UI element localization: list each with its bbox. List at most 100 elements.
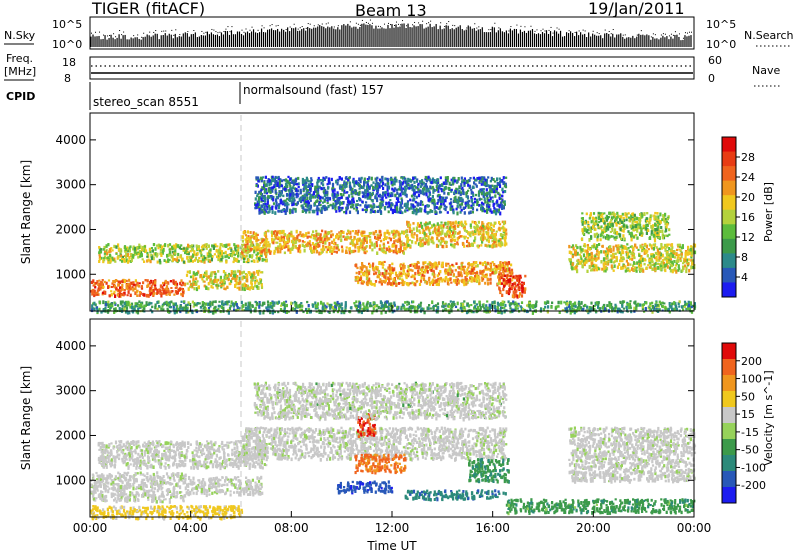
heatmap-cell xyxy=(341,177,343,180)
heatmap-cell xyxy=(268,249,270,252)
heatmap-cell xyxy=(416,196,418,199)
heatmap-cell xyxy=(378,235,380,237)
heatmap-cell xyxy=(395,239,397,242)
heatmap-cell xyxy=(434,229,436,233)
heatmap-cell xyxy=(151,247,153,249)
heatmap-cell xyxy=(284,188,286,191)
heatmap-cell xyxy=(423,182,425,185)
heatmap-cell xyxy=(500,180,502,183)
heatmap-cell xyxy=(452,221,454,224)
heatmap-cell xyxy=(419,243,421,247)
heatmap-cell xyxy=(183,247,185,249)
heatmap-cell xyxy=(401,231,403,234)
heatmap-cell xyxy=(225,288,227,291)
heatmap-cell xyxy=(124,289,126,291)
heatmap-cell xyxy=(409,184,411,187)
heatmap-cell xyxy=(493,178,495,181)
nsearch-dot xyxy=(675,31,676,32)
heatmap-cell xyxy=(320,179,322,182)
heatmap-cell xyxy=(498,204,500,207)
heatmap-cell xyxy=(194,259,196,262)
heatmap-cell xyxy=(302,206,304,210)
heatmap-cell xyxy=(412,199,414,201)
nsearch-dot xyxy=(318,24,319,25)
heatmap-cell xyxy=(621,260,623,262)
heatmap-cell xyxy=(119,250,121,254)
heatmap-cell xyxy=(334,251,336,253)
heatmap-cell xyxy=(305,201,307,204)
heatmap-cell xyxy=(260,247,262,250)
heatmap-cell xyxy=(166,285,168,288)
heatmap-cell xyxy=(295,210,297,212)
heatmap-cell xyxy=(460,191,462,194)
heatmap-cell xyxy=(356,204,358,206)
heatmap-cell xyxy=(505,232,507,235)
heatmap-cell xyxy=(256,195,258,198)
heatmap-cell xyxy=(98,246,100,249)
heatmap-cell xyxy=(477,245,479,247)
heatmap-cell xyxy=(400,282,402,284)
nsearch-dot xyxy=(219,32,220,33)
heatmap-cell xyxy=(415,201,417,203)
heatmap-cell xyxy=(321,251,323,253)
heatmap-cell xyxy=(409,239,411,241)
heatmap-cell xyxy=(380,234,382,236)
heatmap-cell xyxy=(315,230,317,233)
heatmap-cell xyxy=(162,282,164,285)
nsearch-dot xyxy=(559,29,560,30)
heatmap-cell xyxy=(339,201,341,205)
nsearch-dot xyxy=(599,33,600,34)
heatmap-cell xyxy=(414,232,416,236)
heatmap-cell xyxy=(149,281,151,284)
heatmap-cell xyxy=(355,181,357,184)
heatmap-cell xyxy=(476,224,478,227)
heatmap-cell xyxy=(169,251,171,255)
heatmap-cell xyxy=(636,261,638,265)
heatmap-cell xyxy=(656,256,658,259)
heatmap-cell xyxy=(326,251,328,254)
heatmap-cell xyxy=(348,177,350,179)
heatmap-cell xyxy=(265,190,267,192)
heatmap-cell xyxy=(393,282,395,285)
nsearch-dot xyxy=(338,25,339,26)
heatmap-cell xyxy=(393,236,395,239)
heatmap-cell xyxy=(112,259,114,261)
heatmap-cell xyxy=(393,230,395,233)
heatmap-cell xyxy=(335,235,337,239)
heatmap-cell xyxy=(656,259,658,262)
heatmap-cell xyxy=(264,184,266,187)
heatmap-cell xyxy=(409,245,411,247)
heatmap-cell xyxy=(403,231,405,235)
heatmap-cell xyxy=(256,270,258,274)
heatmap-cell xyxy=(250,281,252,284)
heatmap-cell xyxy=(479,227,481,230)
heatmap-cell xyxy=(264,252,266,255)
heatmap-cell xyxy=(212,255,214,257)
heatmap-cell xyxy=(401,199,403,202)
heatmap-cell xyxy=(470,189,472,191)
heatmap-cell xyxy=(250,240,252,244)
heatmap-cell xyxy=(516,279,518,282)
heatmap-cell xyxy=(473,177,475,180)
heatmap-cell xyxy=(160,253,162,257)
nsearch-dot xyxy=(557,27,558,28)
heatmap-cell xyxy=(236,251,238,255)
heatmap-cell xyxy=(257,252,259,255)
heatmap-cell xyxy=(367,283,369,287)
heatmap-cell xyxy=(348,194,350,197)
heatmap-cell xyxy=(395,202,397,206)
heatmap-cell xyxy=(465,202,467,205)
heatmap-cell xyxy=(576,246,578,249)
heatmap-cell xyxy=(391,263,393,266)
heatmap-cell xyxy=(242,240,244,243)
heatmap-cell xyxy=(472,263,474,265)
heatmap-cell xyxy=(450,282,452,284)
heatmap-cell xyxy=(253,250,255,254)
cpid-segment-1: stereo_scan 8551 xyxy=(93,95,199,109)
heatmap-cell xyxy=(310,247,312,250)
heatmap-cell xyxy=(170,291,172,294)
heatmap-cell xyxy=(291,235,293,238)
heatmap-cell xyxy=(346,233,348,236)
heatmap-cell xyxy=(413,181,415,184)
heatmap-cell xyxy=(444,270,446,273)
